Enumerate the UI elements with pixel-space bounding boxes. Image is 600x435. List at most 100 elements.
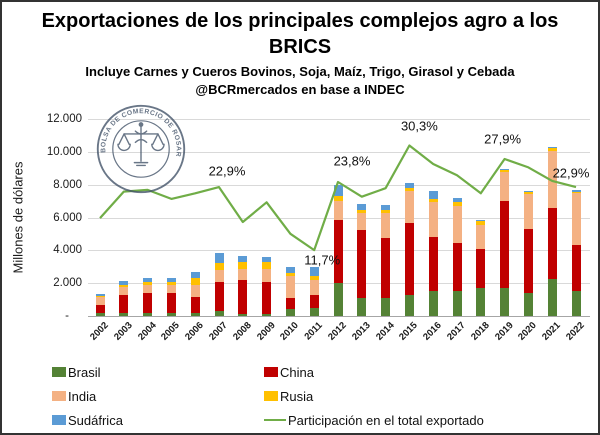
- bar-segment-brasil-2006: [190, 312, 200, 316]
- bar-segment-china-2011: [309, 294, 319, 308]
- y-tick-label: 2.000: [53, 277, 82, 290]
- legend-label: Rusia: [280, 388, 314, 404]
- bar-segment-suda-frica-2019: [500, 168, 510, 170]
- bar-segment-suda-frica-2017: [452, 198, 462, 203]
- bar-segment-brasil-2021: [547, 279, 557, 316]
- bar-segment-india-2005: [166, 285, 176, 293]
- chart-title: Exportaciones de los principales complej…: [22, 8, 578, 60]
- bar-segment-suda-frica-2018: [476, 219, 486, 221]
- bar-segment-china-2017: [452, 242, 462, 291]
- data-label-2019: 27,9%: [484, 131, 522, 147]
- bar-segment-china-2008: [238, 280, 248, 314]
- y-tick-label: 10.000: [46, 145, 82, 158]
- bar-segment-brasil-2004: [143, 312, 153, 316]
- bar-segment-china-2014: [381, 237, 391, 298]
- bar-segment-rusia-2022: [571, 191, 581, 194]
- bar-segment-brasil-2015: [404, 294, 414, 316]
- legend-color-swatch-icon: [52, 367, 66, 377]
- bar-segment-brasil-2007: [214, 311, 224, 316]
- bar-segment-brasil-2003: [119, 312, 129, 316]
- bar-segment-rusia-2013: [357, 210, 367, 214]
- bar-segment-india-2018: [476, 224, 486, 249]
- bar-segment-china-2002: [95, 304, 105, 313]
- bar-segment-suda-frica-2006: [190, 272, 200, 279]
- legend: Brasil China India Rusia Sudáfrica Participac…: [52, 360, 484, 432]
- bar-segment-brasil-2019: [500, 288, 510, 316]
- y-tick-label: 8.000: [53, 178, 82, 191]
- bar-segment-india-2008: [238, 268, 248, 281]
- bar-segment-india-2007: [214, 270, 224, 283]
- bar-segment-india-2019: [500, 172, 510, 202]
- bar-segment-india-2013: [357, 213, 367, 231]
- bar-segment-suda-frica-2014: [381, 204, 391, 210]
- bar-segment-brasil-2012: [333, 283, 343, 316]
- bar-segment-china-2019: [500, 201, 510, 289]
- bar-segment-brasil-2011: [309, 307, 319, 316]
- bar-segment-rusia-2016: [428, 199, 438, 202]
- legend-label: Participación en el total exportado: [288, 412, 484, 428]
- svg-text:BOLSA DE COMERCIO DE ROSARIO: BOLSA DE COMERCIO DE ROSARIO: [94, 102, 182, 157]
- y-tick-label: 6.000: [53, 211, 82, 224]
- bar-segment-rusia-2019: [500, 169, 510, 173]
- data-label-2015: 30,3%: [400, 118, 438, 134]
- bar-segment-rusia-2009: [262, 262, 272, 269]
- data-label-2007: 22,9%: [208, 163, 246, 179]
- bar-segment-suda-frica-2009: [262, 257, 272, 263]
- bar-segment-india-2014: [381, 213, 391, 238]
- bar-segment-china-2004: [143, 293, 153, 313]
- bar-segment-india-2012: [333, 201, 343, 221]
- bar-segment-india-2016: [428, 201, 438, 237]
- bar-segment-india-2022: [571, 193, 581, 245]
- legend-label: Brasil: [68, 364, 101, 380]
- bar-segment-china-2010: [285, 298, 295, 310]
- legend-item-brasil: Brasil: [52, 360, 264, 384]
- bcr-logo-watermark-icon: BOLSA DE COMERCIO DE ROSARIO: [94, 102, 186, 194]
- bar-segment-suda-frica-2011: [309, 267, 319, 276]
- bar-segment-suda-frica-2008: [238, 255, 248, 263]
- bar-segment-rusia-2008: [238, 262, 248, 269]
- legend-color-swatch-icon: [264, 367, 278, 377]
- bar-segment-suda-frica-2003: [119, 281, 129, 285]
- bar-segment-brasil-2009: [262, 313, 272, 316]
- bar-segment-china-2013: [357, 230, 367, 299]
- bar-segment-rusia-2010: [285, 273, 295, 277]
- bar-segment-brasil-2014: [381, 297, 391, 316]
- legend-item-china: China: [264, 360, 484, 384]
- bar-segment-rusia-2011: [309, 275, 319, 280]
- legend-item-india: India: [52, 384, 264, 408]
- bar-segment-china-2018: [476, 248, 486, 289]
- bar-segment-china-2016: [428, 236, 438, 291]
- bar-segment-suda-frica-2022: [571, 189, 581, 192]
- bar-segment-india-2006: [190, 285, 200, 297]
- bar-segment-rusia-2012: [333, 196, 343, 202]
- bar-segment-china-2021: [547, 207, 557, 280]
- chart-title-text: Exportaciones de los principales complej…: [41, 10, 559, 58]
- legend-label: Sudáfrica: [68, 412, 123, 428]
- bar-segment-brasil-2022: [571, 290, 581, 316]
- bar-segment-china-2015: [404, 223, 414, 295]
- bar-segment-rusia-2018: [476, 220, 486, 225]
- legend-item-suda-frica: Sudáfrica: [52, 408, 264, 432]
- legend-label: India: [68, 388, 97, 404]
- x-axis-line: [88, 316, 590, 317]
- y-axis-title: Millones de dólares: [10, 161, 26, 274]
- bar-segment-brasil-2016: [428, 290, 438, 316]
- bar-segment-rusia-2017: [452, 202, 462, 206]
- bar-segment-brasil-2005: [166, 312, 176, 316]
- bar-segment-china-2009: [262, 282, 272, 314]
- bar-segment-suda-frica-2016: [428, 191, 438, 200]
- bar-segment-suda-frica-2015: [404, 183, 414, 189]
- bar-segment-suda-frica-2012: [333, 184, 343, 197]
- legend-item-participacio-n-en-el-tot: Participación en el total exportado: [264, 408, 484, 432]
- legend-item-rusia: Rusia: [264, 384, 484, 408]
- bar-segment-china-2006: [190, 296, 200, 313]
- bar-segment-india-2010: [285, 276, 295, 299]
- legend-color-swatch-icon: [52, 391, 66, 401]
- bar-segment-china-2022: [571, 244, 581, 291]
- bar-segment-rusia-2014: [381, 209, 391, 214]
- bar-segment-rusia-2015: [404, 188, 414, 192]
- bar-segment-china-2012: [333, 220, 343, 284]
- bar-segment-suda-frica-2010: [285, 267, 295, 274]
- chart-source: @BCRmercados en base a INDEC: [195, 82, 405, 97]
- bar-segment-suda-frica-2007: [214, 253, 224, 264]
